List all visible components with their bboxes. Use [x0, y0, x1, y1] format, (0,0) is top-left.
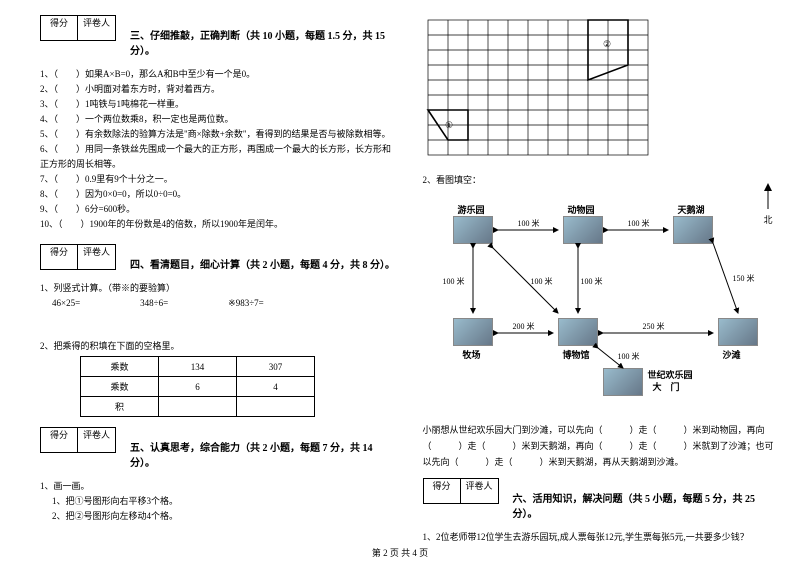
score-cell: 得分: [40, 427, 78, 453]
cell: 134: [159, 357, 237, 377]
cell: 乘数: [81, 377, 159, 397]
grid-figure: ① ②: [423, 15, 653, 160]
cell: 6: [159, 377, 237, 397]
q-item: 2、（ ）小明面对着东方时，背对着西方。: [40, 82, 398, 97]
dist: 100 米: [443, 276, 465, 287]
sec5-q1b: 2、把②号图形向左移动4个格。: [52, 509, 398, 524]
section3-title: 三、仔细推敲，正确判断（共 10 小题，每题 1.5 分，共 15 分）。: [130, 27, 398, 57]
calc-item: ※983÷7=: [228, 298, 264, 309]
dist: 100 米: [618, 351, 640, 362]
section5-title: 五、认真思考，综合能力（共 2 小题，每题 7 分，共 14 分）。: [130, 439, 398, 469]
sec4-q1: 1、列竖式计算。（带※的要验算）: [40, 281, 398, 294]
q-item: 9、（ ）6分=600秒。: [40, 202, 398, 217]
dist: 200 米: [513, 321, 535, 332]
sec5-q1: 1、画一画。: [40, 479, 398, 492]
right-column: ① ② 2、看图填空： 北 游乐园 动物园 天鹅湖 牧场 博物馆 沙滩 世纪欢乐…: [423, 15, 781, 540]
q-item: 4、（ ）一个两位数乘8，积一定也是两位数。: [40, 112, 398, 127]
sec5-para: 小丽想从世纪欢乐园大门到沙滩，可以先向（ ）走（ ）米到动物园，再向（ ）走（ …: [423, 422, 781, 470]
section4-title: 四、看清题目，细心计算（共 2 小题，每题 4 分，共 8 分）。: [130, 256, 398, 271]
score-cell: 得分: [40, 15, 78, 41]
q-item: 6、（ ）用同一条铁丝先围成一个最大的正方形，再围成一个最大的长方形，长方形和正…: [40, 142, 398, 172]
product-table: 乘数 134 307 乘数 6 4 积: [80, 356, 315, 417]
calc-item: 348÷6=: [140, 298, 168, 309]
section6-title: 六、活用知识，解决问题（共 5 小题，每题 5 分，共 25 分）。: [513, 490, 781, 520]
page-footer: 第 2 页 共 4 页: [0, 546, 800, 559]
map-figure: 北 游乐园 动物园 天鹅湖 牧场 博物馆 沙滩 世纪欢乐园 大 门: [423, 188, 781, 418]
q-item: 8、（ ）因为0×0=0，所以0÷0=0。: [40, 187, 398, 202]
cell: 307: [237, 357, 315, 377]
map-arrows: [423, 188, 783, 418]
cell: 乘数: [81, 357, 159, 377]
table-row: 乘数 6 4: [81, 377, 315, 397]
grader-cell: 评卷人: [78, 244, 116, 270]
q-item: 5、（ ）有余数除法的验算方法是"商×除数+余数"，看得到的结果是否与被除数相等…: [40, 127, 398, 142]
shape2-label: ②: [603, 39, 611, 49]
q-item: 10、（ ）1900年的年份数是4的倍数，所以1900年是闰年。: [40, 217, 398, 232]
table-row: 乘数 134 307: [81, 357, 315, 377]
score-cell: 得分: [40, 244, 78, 270]
sec5-q1a: 1、把①号图形向右平移3个格。: [52, 494, 398, 509]
dist: 150 米: [733, 273, 755, 284]
dist: 250 米: [643, 321, 665, 332]
shape1-label: ①: [445, 120, 453, 130]
sec6-q1: 1、2位老师带12位学生去游乐园玩,成人票每张12元,学生票每张5元,一共要多少…: [423, 530, 781, 545]
dist: 100 米: [531, 276, 553, 287]
dist: 100 米: [628, 218, 650, 229]
cell: 积: [81, 397, 159, 417]
sec4-q2: 2、把乘得的积填在下面的空格里。: [40, 339, 398, 352]
calc-item: 46×25=: [52, 298, 80, 309]
dist: 100 米: [518, 218, 540, 229]
grader-cell: 评卷人: [78, 427, 116, 453]
calc-row: 46×25= 348÷6= ※983÷7=: [52, 298, 398, 309]
cell: 4: [237, 377, 315, 397]
section3-items: 1、（ ）如果A×B=0，那么A和B中至少有一个是0。 2、（ ）小明面对着东方…: [40, 67, 398, 232]
table-row: 积: [81, 397, 315, 417]
q-item: 7、（ ）0.9里有9个十分之一。: [40, 172, 398, 187]
score-cell: 得分: [423, 478, 461, 504]
left-column: 得分 评卷人 三、仔细推敲，正确判断（共 10 小题，每题 1.5 分，共 15…: [40, 15, 398, 540]
cell: [159, 397, 237, 417]
sec5-q2: 2、看图填空：: [423, 173, 781, 186]
grader-cell: 评卷人: [78, 15, 116, 41]
cell: [237, 397, 315, 417]
q-item: 3、（ ）1吨铁与1吨棉花一样重。: [40, 97, 398, 112]
grader-cell: 评卷人: [461, 478, 499, 504]
dist: 100 米: [581, 276, 603, 287]
q-item: 1、（ ）如果A×B=0，那么A和B中至少有一个是0。: [40, 67, 398, 82]
